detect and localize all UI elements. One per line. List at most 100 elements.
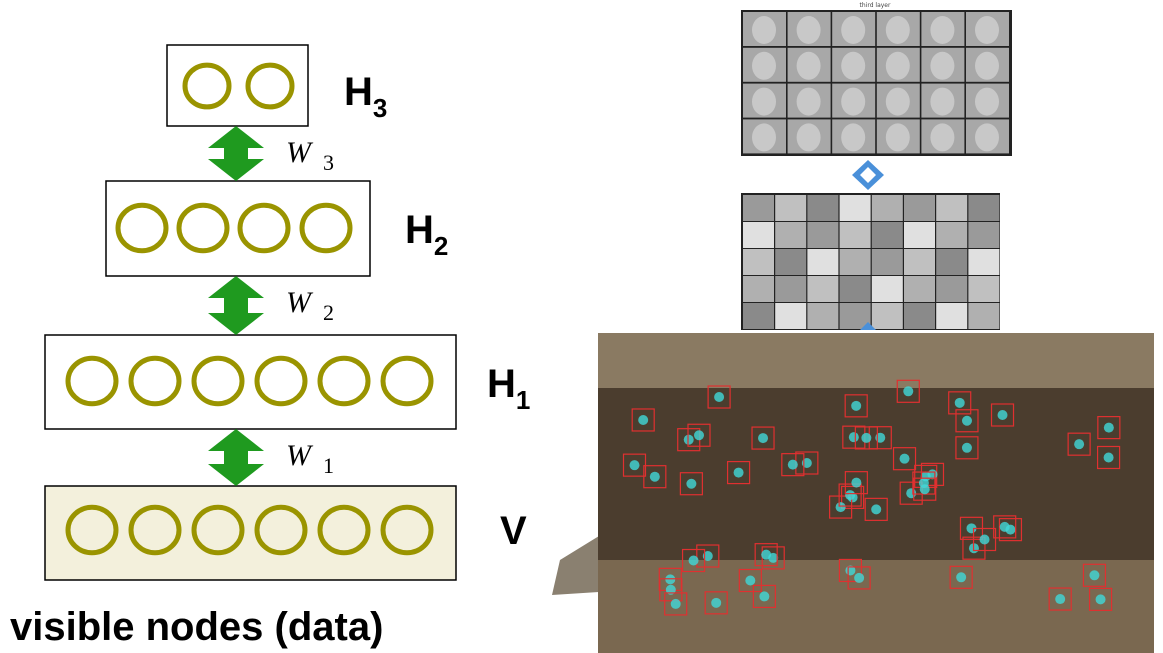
face-marker [671,599,681,609]
caption: visible nodes (data) [10,605,383,649]
double-arrow [208,126,264,181]
face-grid [741,10,1012,156]
feature-tile [904,222,935,248]
face-marker [836,502,846,512]
weight-label: W2 [286,286,334,325]
face-shape [930,88,954,116]
face-marker [689,556,699,566]
feature-tile [968,222,999,248]
weight-label: W1 [286,439,334,478]
face-marker [854,573,864,583]
layer-box [45,335,456,429]
feature-tile [872,249,903,275]
layer-label: H3 [344,70,387,123]
face-shape [841,52,865,80]
feature-tile [904,276,935,302]
grid-title: third layer [860,2,891,9]
feature-tile [936,276,967,302]
face-shape [886,88,910,116]
face-shape [797,52,821,80]
face-shape [930,52,954,80]
feature-grid [741,193,1000,330]
face-shape [975,88,999,116]
feature-tile [743,303,774,329]
face-shape [841,123,865,151]
diagram: H3 H2 H1 V W3 W2 W1 visible nodes (data)… [0,0,1163,653]
photo-wall [598,333,1154,388]
feature-tile [743,249,774,275]
face-marker [1096,594,1106,604]
face-shape [841,88,865,116]
face-marker [761,550,771,560]
feature-tile [872,276,903,302]
layer-box [45,486,456,580]
face-marker [694,430,704,440]
face-marker [871,504,881,514]
feature-tile [807,195,838,221]
face-marker [1074,439,1084,449]
face-marker [845,490,855,500]
feature-tile [968,303,999,329]
layer-label: H2 [405,208,448,261]
feature-tile [936,222,967,248]
face-shape [797,88,821,116]
face-marker [1104,452,1114,462]
face-shape [886,16,910,44]
arrows [208,126,264,486]
face-shape [797,16,821,44]
feature-tile [840,195,871,221]
double-arrow [208,429,264,486]
feature-tile [807,303,838,329]
face-marker [714,392,724,402]
feature-tile [904,249,935,275]
face-shape [752,123,776,151]
double-arrow [208,276,264,335]
feature-tile [840,249,871,275]
face-marker [903,386,913,396]
face-marker [1000,522,1010,532]
face-marker [745,576,755,586]
feature-tile [743,195,774,221]
face-marker [1055,594,1065,604]
face-shape [930,16,954,44]
feature-tile [872,195,903,221]
feature-tile [807,276,838,302]
feature-tile [904,303,935,329]
face-shape [886,52,910,80]
feature-tile [743,276,774,302]
face-marker [920,484,930,494]
face-marker [851,478,861,488]
feature-tile [807,222,838,248]
face-shape [841,16,865,44]
feature-tile [936,303,967,329]
face-marker [906,488,916,498]
feature-tile [872,222,903,248]
feature-tile [936,195,967,221]
feature-tile [775,303,806,329]
feature-tile [968,249,999,275]
layer-label: V [500,509,527,553]
face-marker [758,433,768,443]
face-marker [684,435,694,445]
feature-tile [872,303,903,329]
face-marker [734,468,744,478]
face-shape [975,52,999,80]
face-shape [752,52,776,80]
face-marker [1104,423,1114,433]
face-marker [849,432,859,442]
face-shape [752,88,776,116]
face-marker [630,460,640,470]
layer-label: H1 [487,362,530,415]
face-marker [851,401,861,411]
feature-tile [968,195,999,221]
layer-box [167,45,308,126]
feature-tile [968,276,999,302]
feature-tile [840,276,871,302]
face-marker [955,398,965,408]
link-arrow [852,160,884,190]
face-shape [975,123,999,151]
face-marker [861,433,871,443]
face-marker [998,410,1008,420]
face-shape [975,16,999,44]
